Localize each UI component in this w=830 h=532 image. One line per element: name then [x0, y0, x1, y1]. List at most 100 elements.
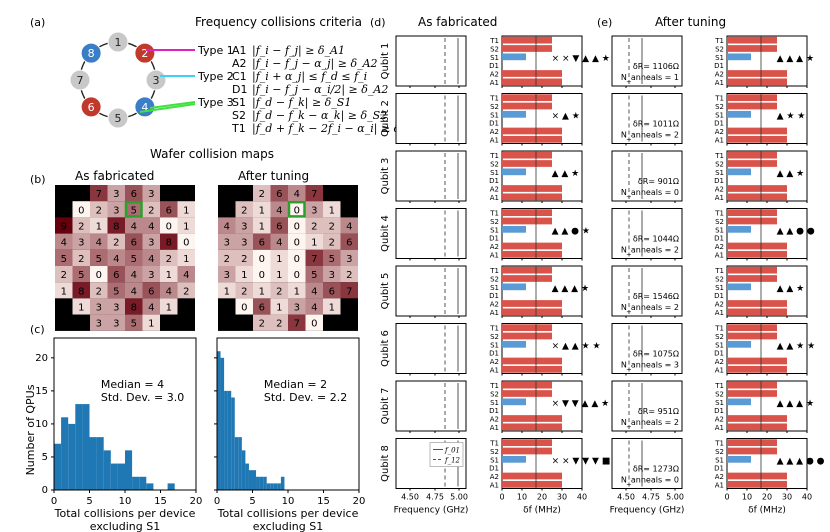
wafer-cell-value: 6 — [113, 270, 119, 281]
wafer-cell — [90, 266, 108, 283]
category-label: S1 — [490, 111, 499, 119]
collision-markers: × × ▼ ▲ ▲ ★ — [552, 54, 610, 64]
category-label: A1 — [490, 424, 499, 432]
wafer-cell-value: 0 — [294, 205, 300, 216]
collision-markers: ▲ ▲ ▲ ★ — [777, 54, 814, 64]
wafer-cell-value: 6 — [276, 222, 282, 233]
category-label: T1 — [714, 267, 724, 275]
ring-node — [107, 107, 129, 129]
wafer-cell — [55, 314, 73, 331]
red-bar — [727, 135, 787, 143]
freq-xlabel: Frequency (GHz) — [394, 506, 469, 516]
map-title-tuning: After tuning — [238, 169, 309, 183]
hist-bar — [61, 417, 69, 490]
wafer-cell — [177, 233, 195, 250]
wafer-cell-value: 3 — [224, 238, 230, 249]
panel-a-label: (a) — [30, 16, 45, 29]
wafer-cell-value: 6 — [259, 238, 265, 249]
wafer-cell-value: 2 — [241, 254, 247, 265]
collision-markers: ▲ ▲ ● ★ — [552, 227, 590, 237]
hist-bar — [89, 437, 97, 490]
wafer-cell-value: 1 — [276, 254, 282, 265]
wafer-cell — [288, 185, 306, 202]
category-label: T1 — [489, 210, 499, 218]
wafer-cell — [253, 185, 271, 202]
wafer-cell-value: 5 — [61, 254, 67, 265]
wafer-cell-value: 4 — [311, 303, 317, 314]
legend-f01: f_01 — [444, 447, 460, 455]
criteria-code: S1 — [232, 96, 246, 109]
wafer-cell-value: 2 — [148, 205, 154, 216]
criteria-code: C1 — [232, 70, 247, 83]
category-label: A1 — [715, 194, 724, 202]
wafer-cell-value: 2 — [329, 222, 335, 233]
wafer-cell — [142, 249, 160, 266]
wafer-cell — [253, 314, 271, 331]
wafer-cell — [323, 298, 341, 315]
ring-node-label: 2 — [141, 47, 148, 60]
category-label: A1 — [490, 481, 499, 489]
map-title-fabricated: As fabricated — [75, 169, 154, 183]
wafer-cell-value: 4 — [148, 303, 154, 314]
wafer-cell — [142, 233, 160, 250]
wafer-cell-value: 2 — [276, 319, 282, 330]
n-anneals-label: N_anneals = 2 — [621, 131, 679, 140]
df-tick-label: 10 — [517, 493, 527, 502]
legend-f12: f_12 — [444, 457, 461, 465]
n-anneals-label: N_anneals = 1 — [621, 73, 679, 82]
blue-bar — [502, 455, 526, 463]
red-bar — [727, 185, 787, 192]
red-bar — [727, 209, 777, 217]
wafer-cell — [253, 266, 271, 283]
wafer-cell — [107, 314, 125, 331]
hist-std: Std. Dev. = 2.2 — [264, 391, 347, 404]
red-bar — [502, 266, 552, 274]
category-label: A1 — [490, 194, 499, 202]
wafer-cell-value: 4 — [166, 286, 172, 297]
df-box — [726, 438, 808, 489]
ring-node — [69, 69, 91, 91]
df-box — [726, 93, 808, 144]
y-tick-label: 5 — [42, 452, 48, 463]
red-bar — [502, 209, 552, 217]
category-label: D1 — [714, 120, 724, 128]
delta-r-label: δR= 1546Ω — [633, 292, 679, 301]
wafer-highlight — [124, 200, 143, 218]
wafer-cell — [235, 233, 253, 250]
wafer-cell — [305, 233, 323, 250]
red-bar — [727, 275, 777, 282]
category-label: A2 — [490, 243, 499, 251]
wafer-cell — [323, 249, 341, 266]
collision-markers: ▲ ▲ ▲ ★ — [552, 284, 589, 294]
category-label: D1 — [714, 407, 724, 415]
wafer-cell-value: 1 — [166, 270, 172, 281]
category-label: D1 — [714, 292, 724, 300]
wafer-cell — [288, 266, 306, 283]
wafer-cell — [107, 201, 125, 218]
wafer-cell — [288, 282, 306, 299]
red-bar — [727, 78, 787, 86]
n-anneals-label: N_anneals = 2 — [621, 303, 679, 312]
wafer-cell — [253, 298, 271, 315]
wafer-cell-value: 1 — [61, 286, 67, 297]
wafer-cell — [55, 266, 73, 283]
wafer-cell — [142, 282, 160, 299]
category-label: S2 — [490, 218, 499, 226]
wafer-cell — [90, 217, 108, 234]
wafer-cell — [288, 249, 306, 266]
red-bar — [727, 217, 777, 225]
criteria-code: T1 — [231, 122, 246, 135]
hist-bar — [252, 470, 257, 490]
wafer-cell — [177, 217, 195, 234]
wafer-cell-value: 4 — [311, 286, 317, 297]
x-tick-label: 0 — [51, 496, 57, 507]
category-label: S1 — [715, 111, 724, 119]
wafer-cell — [340, 249, 358, 266]
wafer-cell-value: 0 — [311, 319, 317, 330]
hist-bar — [259, 476, 264, 490]
category-label: T1 — [714, 440, 724, 448]
collision-markers: ▲ ▲ ● ● — [777, 227, 815, 237]
hist-bar — [117, 463, 125, 490]
wafer-cell-value: 2 — [96, 205, 102, 216]
